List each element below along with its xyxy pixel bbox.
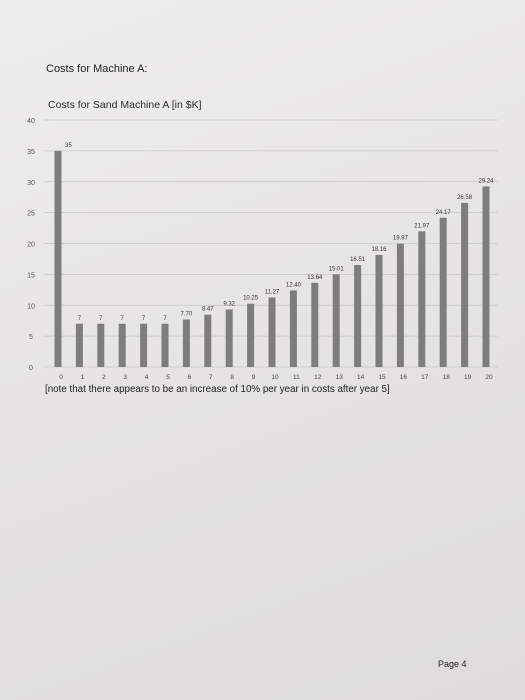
bar: [161, 323, 169, 367]
bar-value-label: 7: [142, 316, 146, 322]
y-tick-label: 40: [27, 118, 35, 125]
bar-value-label: 15.01: [329, 266, 345, 272]
x-tick-label: 15: [378, 374, 386, 381]
bar-value-label: 9.32: [223, 301, 235, 307]
y-tick-label: 0: [29, 365, 33, 372]
bar-value-label: 24.17: [436, 210, 452, 216]
x-tick-label: 16: [400, 374, 408, 381]
y-tick-label: 20: [27, 242, 35, 249]
bar-value-label: 18.16: [371, 247, 387, 253]
bar-value-label: 19.97: [393, 236, 409, 242]
bar-value-label: 26.58: [457, 195, 473, 201]
bar: [396, 243, 404, 367]
bar: [332, 274, 340, 367]
y-tick-label: 5: [29, 334, 33, 341]
bar-value-label: 7: [99, 316, 103, 322]
bar-value-label: 11.27: [265, 289, 280, 295]
bar: [97, 323, 105, 367]
bar: [118, 323, 126, 367]
bar-value-label: 10.25: [243, 296, 259, 302]
page-number: Page 4: [438, 659, 467, 669]
x-tick-label: 20: [485, 374, 493, 381]
bar: [439, 217, 447, 367]
bar-value-label: 29.24: [478, 178, 494, 184]
x-tick-label: 1: [81, 374, 85, 381]
bar: [268, 297, 276, 367]
x-tick-label: 2: [102, 374, 106, 381]
x-tick-label: 17: [421, 374, 429, 381]
note-text: [note that there appears to be an increa…: [45, 384, 390, 395]
section-heading: Costs for Machine A:: [46, 63, 148, 75]
y-tick-label: 10: [27, 303, 35, 310]
x-tick-label: 3: [123, 374, 127, 381]
chart-title: Costs for Sand Machine A [in $K]: [48, 99, 202, 111]
bar: [375, 254, 383, 367]
bar: [140, 323, 148, 367]
bar-value-label: 7: [78, 316, 82, 322]
x-tick-label: 4: [145, 374, 149, 381]
y-tick-label: 15: [27, 272, 35, 279]
x-tick-label: 18: [443, 374, 451, 381]
bar: [54, 150, 62, 367]
bar-value-label: 13.64: [307, 275, 323, 281]
y-tick-label: 30: [27, 180, 35, 187]
bar: [289, 290, 297, 367]
x-tick-label: 9: [252, 374, 256, 381]
y-tick-label: 25: [27, 211, 35, 218]
bar: [354, 265, 362, 367]
bar-value-label: 16.51: [350, 257, 366, 263]
x-tick-label: 12: [314, 374, 322, 381]
bar-value-label: 35: [65, 143, 72, 149]
x-tick-label: 8: [230, 374, 234, 381]
x-tick-label: 19: [464, 374, 472, 381]
bar: [75, 323, 83, 367]
bar: [461, 202, 469, 367]
bar-value-label: 7.70: [181, 311, 193, 317]
x-tick-label: 14: [357, 374, 365, 381]
x-tick-label: 6: [188, 374, 192, 381]
x-tick-label: 7: [209, 374, 213, 381]
bar: [482, 186, 490, 367]
x-tick-label: 0: [59, 374, 63, 381]
bar-value-label: 7: [163, 316, 167, 322]
x-tick-label: 5: [166, 374, 170, 381]
bar: [182, 319, 190, 367]
bar-value-label: 12.40: [286, 282, 302, 288]
bar-value-label: 7: [121, 316, 125, 322]
x-tick-label: 11: [293, 374, 300, 381]
bar-value-label: 21.97: [414, 223, 430, 229]
x-tick-label: 10: [271, 374, 279, 381]
bar: [247, 303, 255, 367]
y-tick-label: 35: [27, 149, 35, 156]
x-tick-label: 13: [336, 374, 344, 381]
bar: [225, 309, 233, 367]
bar: [418, 231, 426, 367]
bar-value-label: 8.47: [202, 307, 214, 313]
bar: [311, 282, 319, 367]
bar: [204, 314, 212, 367]
